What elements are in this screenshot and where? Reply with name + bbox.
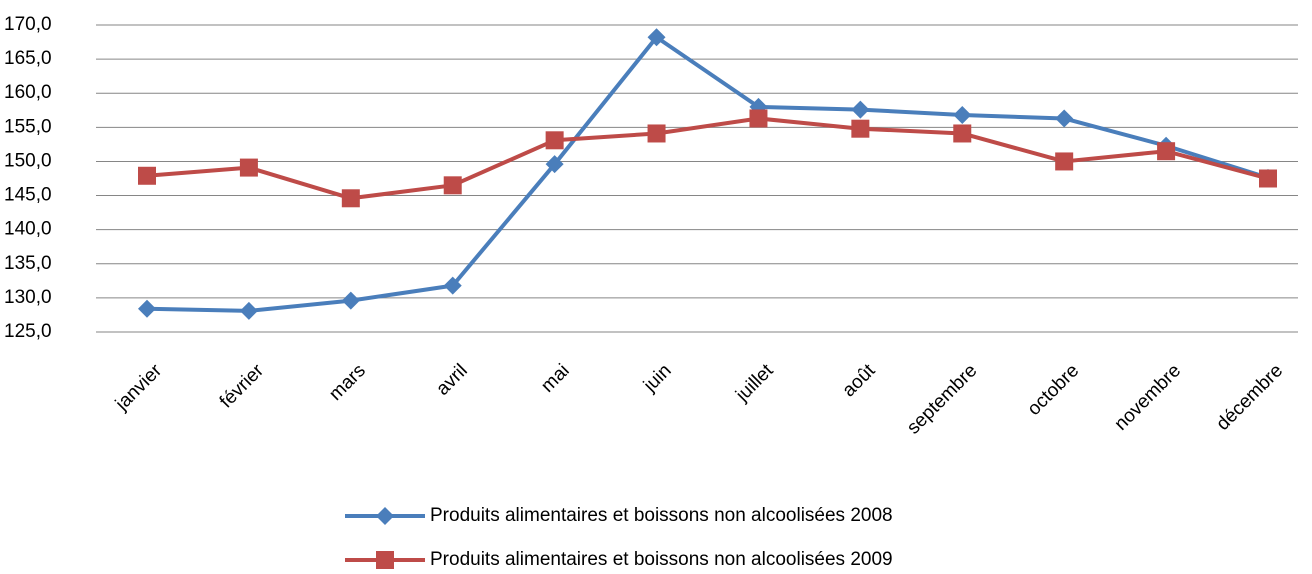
marker [545, 131, 564, 150]
marker [545, 155, 564, 174]
x-tick-label: novembre [1111, 360, 1186, 435]
x-tick-label: juin [639, 360, 675, 396]
marker [1055, 152, 1074, 171]
series-line [146, 35, 1269, 313]
y-tick-label: 135,0 [4, 253, 52, 274]
x-tick-label: septembre [903, 360, 981, 438]
x-tick-label: janvier [111, 360, 167, 416]
marker [749, 109, 768, 128]
marker [239, 301, 258, 320]
marker [443, 176, 462, 195]
marker [953, 124, 972, 143]
marker [851, 119, 870, 138]
marker [647, 28, 666, 47]
y-tick-label: 150,0 [4, 150, 52, 171]
marker [376, 507, 394, 525]
marker [1259, 169, 1277, 188]
x-tick-label: décembre [1212, 360, 1287, 435]
x-tick-label: mars [325, 360, 370, 405]
series-line [146, 116, 1269, 201]
marker [138, 299, 156, 318]
marker [376, 551, 394, 569]
legend-label: Produits alimentaires et boissons non al… [430, 549, 893, 570]
y-tick-label: 140,0 [4, 219, 52, 240]
marker [239, 158, 258, 177]
y-tick-label: 155,0 [4, 116, 52, 137]
marker [647, 124, 666, 143]
legend-label: Produits alimentaires et boissons non al… [430, 505, 893, 526]
x-tick-label: avril [432, 360, 471, 399]
x-tick-label: août [838, 360, 880, 402]
marker [1157, 142, 1176, 161]
marker [341, 189, 360, 208]
x-tick-label: février [216, 360, 269, 413]
x-tick-label: mai [537, 360, 574, 397]
y-tick-label: 160,0 [4, 82, 52, 103]
y-tick-label: 170,0 [4, 14, 52, 35]
x-tick-label: juillet [731, 360, 778, 407]
marker [1055, 109, 1074, 128]
marker [138, 166, 156, 185]
y-tick-label: 130,0 [4, 287, 52, 308]
marker [443, 276, 462, 295]
y-tick-label: 165,0 [4, 48, 52, 69]
marker [341, 291, 360, 310]
y-tick-label: 145,0 [4, 185, 52, 206]
marker [851, 100, 870, 119]
x-tick-label: octobre [1024, 360, 1084, 420]
y-tick-label: 125,0 [4, 321, 52, 342]
marker [953, 106, 972, 125]
